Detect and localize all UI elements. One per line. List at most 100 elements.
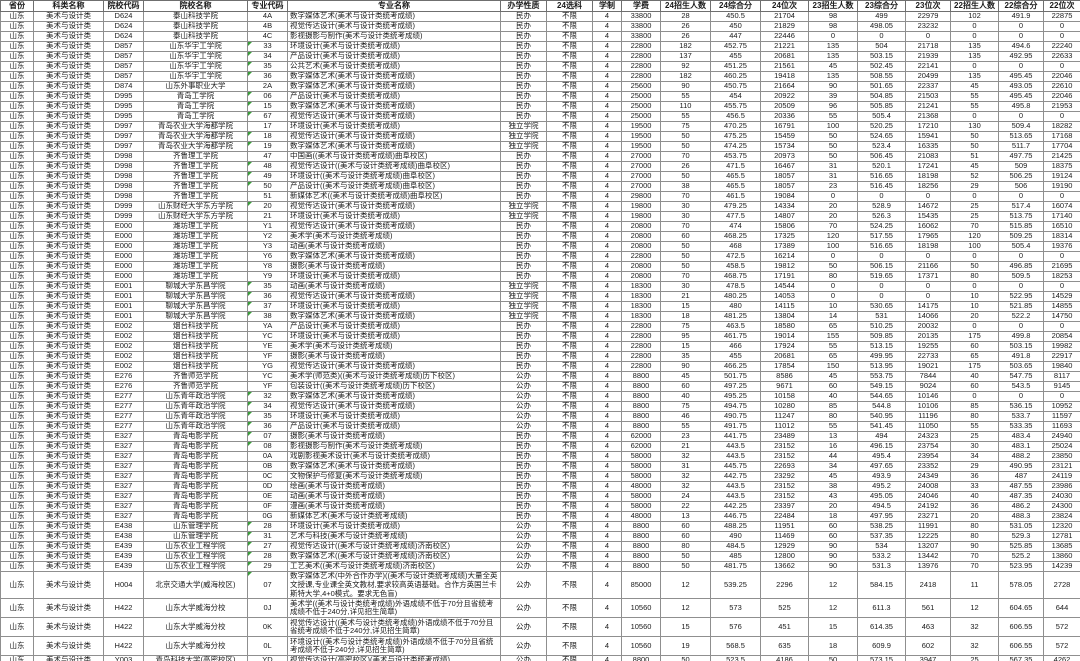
- table-row[interactable]: 山东 美术与设计类 E000 潍坊理工学院 Y1 视觉传达设计(美术与设计类统考成绩) 民办…: [0, 221, 1080, 232]
- table-row[interactable]: 山东 美术与设计类 E439 山东农业工程学院 29 工艺美术((美术与设计类统考成绩)济…: [0, 561, 1080, 572]
- table-row[interactable]: 山东 美术与设计类 E327 青岛电影学院 0G 新媒体艺术(美术与设计类统考成绩) 民办不…: [0, 511, 1080, 522]
- table-row[interactable]: 山东 美术与设计类 E327 青岛电影学院 0B 数字媒体艺术(美术与设计类统考成绩) 民办…: [0, 461, 1080, 472]
- table-row[interactable]: 山东 美术与设计类 E327 青岛电影学院 0D 绘画(美术与设计类统考成绩) 民办 不限 4 4…: [0, 481, 1080, 492]
- cell-major_code: 36: [247, 71, 288, 82]
- cell-rank24: 635: [760, 636, 809, 657]
- table-row[interactable]: 山东 美术与设计类 D998 齐鲁理工学院 49 环境设计((美术与设计类统考成绩)曲阜校…: [0, 171, 1080, 182]
- table-row[interactable]: 山东 美术与设计类 E001 聊城大学东昌学院 36 视觉传达设计(美术与设计类统考成绩)…: [0, 291, 1080, 302]
- table-row[interactable]: 山东 美术与设计类 E002 烟台科技学院 YF 摄影(美术与设计类统考成绩) 民办 不限 4 2…: [0, 351, 1080, 362]
- table-row[interactable]: 山东 美术与设计类 E002 烟台科技学院 YC 环境设计(美术与设计类统考成绩) 民办 不限…: [0, 331, 1080, 342]
- table-row[interactable]: 山东 美术与设计类 E438 山东管理学院 28 环境设计(美术与设计类统考成绩) 公办 不限…: [0, 521, 1080, 532]
- table-row[interactable]: 山东 美术与设计类 E000 潍坊理工学院 Y2 美术学(美术与设计类统考成绩) 民办 不限 4…: [0, 231, 1080, 242]
- cell-rank22: 11693: [1043, 421, 1080, 432]
- table-row[interactable]: 山东 美术与设计类 D624 泰山科技学院 4B 视觉传达设计(美术与设计类统考成绩) 民办…: [0, 21, 1080, 32]
- cell-nature: 独立学院: [500, 201, 547, 212]
- cell-major: 数字媒体艺术(美术与设计类统考成绩): [287, 11, 501, 22]
- cell-nature: 民办: [500, 251, 547, 262]
- cell-province: 山东: [0, 251, 34, 262]
- cell-major: 美术学(师范类)((美术与设计类统考成绩)历下校区): [287, 371, 501, 382]
- table-row[interactable]: 山东 美术与设计类 D999 山东财经大学东方学院 21 环境设计(美术与设计类统考成绩)…: [0, 211, 1080, 222]
- table-row[interactable]: 山东 美术与设计类 E277 山东青年政治学院 34 视觉传达设计(美术与设计类统考成绩)…: [0, 401, 1080, 412]
- cell-school: 山东外事职业大学: [143, 81, 248, 92]
- table-row[interactable]: 山东 美术与设计类 E327 青岛电影学院 0A 戏剧影视美术设计(美术与设计类统考成绩)…: [0, 451, 1080, 462]
- table-row[interactable]: 山东 美术与设计类 E000 潍坊理工学院 Y3 动画(美术与设计类统考成绩) 民办 不限 4 2…: [0, 241, 1080, 252]
- table-row[interactable]: 山东 美术与设计类 E002 烟台科技学院 YG 视觉传达设计(美术与设计类统考成绩) 民办…: [0, 361, 1080, 372]
- cell-rank23: 21503: [905, 91, 951, 102]
- table-row[interactable]: 山东 美术与设计类 D999 山东财经大学东方学院 20 视觉传达设计(美术与设计类统考成…: [0, 201, 1080, 212]
- table-row[interactable]: 山东 美术与设计类 H004 北京交通大学(威海校区) 07 数字媒体艺术(中外合作办学)…: [0, 570, 1080, 600]
- table-row[interactable]: 山东 美术与设计类 D995 青岛工学院 15 数字媒体艺术(美术与设计类统考成绩) 民办不…: [0, 101, 1080, 112]
- cell-years: 4: [592, 617, 622, 638]
- table-row[interactable]: 山东 美术与设计类 E327 青岛电影学院 0F 漫画(美术与设计类统考成绩) 民办 不限 4 5…: [0, 501, 1080, 512]
- table-row[interactable]: 山东 美术与设计类 E002 烟台科技学院 YA 产品设计(美术与设计类统考成绩) 民办 不限…: [0, 321, 1080, 332]
- table-row[interactable]: 山东 美术与设计类 D857 山东华宇工学院 35 公共艺术(美术与设计类统考成绩) 民办不…: [0, 61, 1080, 72]
- table-row[interactable]: 山东 美术与设计类 D857 山东华宇工学院 33 环境设计(美术与设计类统考成绩) 民办不…: [0, 41, 1080, 52]
- table-row[interactable]: 山东 美术与设计类 D857 山东华宇工学院 34 产品设计(美术与设计类统考成绩) 民办不…: [0, 51, 1080, 62]
- table-row[interactable]: 山东 美术与设计类 E327 青岛电影学院 0E 动画(美术与设计类统考成绩) 民办 不限 4 5…: [0, 491, 1080, 502]
- table-row[interactable]: 山东 美术与设计类 D995 青岛工学院 67 视觉传达设计(美术与设计类统考成绩) 民办不…: [0, 111, 1080, 122]
- table-row[interactable]: 山东 美术与设计类 H422 山东大学威海分校 0K 视觉传达设计((美术与设计类统考成绩…: [0, 617, 1080, 638]
- cell-school_code: E327: [103, 481, 144, 492]
- cell-score23: 573.15: [857, 655, 906, 661]
- cell-rank23: 21166: [905, 261, 951, 272]
- table-row[interactable]: 山东 美术与设计类 D857 山东华宇工学院 36 数字媒体艺术(美术与设计类统考成绩) 民…: [0, 71, 1080, 82]
- table-row[interactable]: 山东 美术与设计类 D998 齐鲁理工学院 48 视觉传达设计((美术与设计类统考成绩)曲…: [0, 161, 1080, 172]
- cell-major: 数字媒体艺术((美术与设计类统考成绩)济南校区): [287, 551, 501, 562]
- table-row[interactable]: 山东 美术与设计类 H422 山东大学威海分校 0J 美术学((美术与设计类统考成绩)外语…: [0, 598, 1080, 619]
- table-row[interactable]: 山东 美术与设计类 E277 山东青年政治学院 35 环境设计(美术与设计类统考成绩) 公办…: [0, 411, 1080, 422]
- cell-rank23: 23232: [905, 21, 951, 32]
- cell-school_code: D998: [103, 181, 144, 192]
- table-row[interactable]: 山东 美术与设计类 D998 齐鲁理工学院 51 新媒体艺术((美术与设计类统考成绩)曲阜…: [0, 191, 1080, 202]
- cell-nature: 公办: [500, 541, 547, 552]
- table-row[interactable]: 山东 美术与设计类 E439 山东农业工程学院 27 视觉传达设计((美术与设计类统考成绩…: [0, 541, 1080, 552]
- table-row[interactable]: 山东 美术与设计类 E000 潍坊理工学院 Y6 数字媒体艺术(美术与设计类统考成绩) 民办…: [0, 251, 1080, 262]
- table-row[interactable]: 山东 美术与设计类 E327 青岛电影学院 07 摄影(美术与设计类统考成绩) 民办 不限 4 6…: [0, 431, 1080, 442]
- table-row[interactable]: 山东 美术与设计类 H422 山东大学威海分校 0L 环境设计((美术与设计类统考成绩)外…: [0, 636, 1080, 657]
- cell-enroll24: 28: [660, 11, 711, 22]
- table-row[interactable]: 山东 美术与设计类 E276 齐鲁师范学院 YC 美术学(师范类)((美术与设计类统考成绩…: [0, 371, 1080, 382]
- cell-rank23: 2418: [905, 570, 951, 600]
- table-row[interactable]: 山东 美术与设计类 D995 青岛工学院 06 产品设计(美术与设计类统考成绩) 民办 不限 4…: [0, 91, 1080, 102]
- cell-rank23: 15941: [905, 131, 951, 142]
- cell-tuition: 25000: [621, 91, 661, 102]
- cell-school_code: E327: [103, 431, 144, 442]
- cell-rank24: 17924: [760, 341, 809, 352]
- table-row[interactable]: 山东 美术与设计类 D997 青岛农业大学海都学院 18 视觉传达设计(美术与设计类统考成…: [0, 131, 1080, 142]
- cell-school_code: E327: [103, 501, 144, 512]
- cell-enroll24: 30: [660, 201, 711, 212]
- table-row[interactable]: 山东 美术与设计类 E327 青岛电影学院 08 影视摄影与制作(美术与设计类统考成绩) 民…: [0, 441, 1080, 452]
- cell-years: 4: [592, 21, 622, 32]
- table-row[interactable]: 山东 美术与设计类 D998 齐鲁理工学院 50 产品设计((美术与设计类统考成绩)曲阜校…: [0, 181, 1080, 192]
- cell-rank24: 23152: [760, 451, 809, 462]
- table-row[interactable]: 山东 美术与设计类 E001 聊城大学东昌学院 37 环境设计(美术与设计类统考成绩) 独立…: [0, 301, 1080, 312]
- table-row[interactable]: 山东 美术与设计类 E276 齐鲁师范学院 YF 包装设计((美术与设计类统考成绩)历下校…: [0, 381, 1080, 392]
- table-row[interactable]: 山东 美术与设计类 D624 泰山科技学院 4C 影视摄影与制作(美术与设计类统考成绩) 民…: [0, 31, 1080, 42]
- cell-score22: 494.6: [998, 41, 1044, 52]
- table-row[interactable]: 山东 美术与设计类 E000 潍坊理工学院 Y8 摄影(美术与设计类统考成绩) 民办 不限 4 2…: [0, 261, 1080, 272]
- cell-rank22: 23986: [1043, 481, 1080, 492]
- cell-score24: 490.75: [710, 411, 761, 422]
- table-row[interactable]: 山东 美术与设计类 E327 青岛电影学院 0C 文物保护与修复(美术与设计类统考成绩) 民…: [0, 471, 1080, 482]
- cell-school: 青岛农业大学海都学院: [143, 131, 248, 142]
- table-row[interactable]: 山东 美术与设计类 E001 聊城大学东昌学院 35 动画(美术与设计类统考成绩) 独立学院…: [0, 281, 1080, 292]
- cell-enroll24: 35: [660, 351, 711, 362]
- table-row[interactable]: 山东 美术与设计类 E277 山东青年政治学院 32 数字媒体艺术(美术与设计类统考成绩)…: [0, 391, 1080, 402]
- table-row[interactable]: 山东 美术与设计类 D998 齐鲁理工学院 47 中国画((美术与设计类统考成绩)曲阜校区…: [0, 151, 1080, 162]
- table-row[interactable]: 山东 美术与设计类 E002 烟台科技学院 YE 美术学(美术与设计类统考成绩) 民办 不限 4…: [0, 341, 1080, 352]
- table-row[interactable]: 山东 美术与设计类 D874 山东外事职业大学 2A 数字媒体艺术(美术与设计类统考成绩)…: [0, 81, 1080, 92]
- cell-rank24: 525: [760, 598, 809, 619]
- table-row[interactable]: 山东 美术与设计类 E438 山东管理学院 31 艺术与科技(美术与设计类统考成绩) 公办不…: [0, 531, 1080, 542]
- table-row[interactable]: 山东 美术与设计类 D997 青岛农业大学海都学院 19 数字媒体艺术(美术与设计类统考成…: [0, 141, 1080, 152]
- table-row[interactable]: 山东 美术与设计类 Y003 青岛科技大学(高密校区) YD 视觉传达设计(高密校区)(美…: [0, 655, 1080, 661]
- table-row[interactable]: 山东 美术与设计类 E439 山东农业工程学院 28 数字媒体艺术((美术与设计类统考成绩…: [0, 551, 1080, 562]
- table-row[interactable]: 山东 美术与设计类 D624 泰山科技学院 4A 数字媒体艺术(美术与设计类统考成绩) 民办…: [0, 11, 1080, 22]
- table-row[interactable]: 山东 美术与设计类 D997 青岛农业大学海都学院 17 环境设计(美术与设计类统考成绩)…: [0, 121, 1080, 132]
- cell-nature: 公办: [500, 371, 547, 382]
- table-row[interactable]: 山东 美术与设计类 E001 聊城大学东昌学院 38 数字媒体艺术(美术与设计类统考成绩)…: [0, 311, 1080, 322]
- cell-enroll22: 45: [950, 81, 999, 92]
- cell-score22: 606.55: [998, 617, 1044, 638]
- table-row[interactable]: 山东 美术与设计类 E000 潍坊理工学院 Y9 环境设计(美术与设计类统考成绩) 民办 不限…: [0, 271, 1080, 282]
- cell-tuition: 58000: [621, 501, 661, 512]
- cell-rank23: 0: [905, 31, 951, 42]
- table-row[interactable]: 山东 美术与设计类 E277 山东青年政治学院 36 产品设计(美术与设计类统考成绩) 公办…: [0, 421, 1080, 432]
